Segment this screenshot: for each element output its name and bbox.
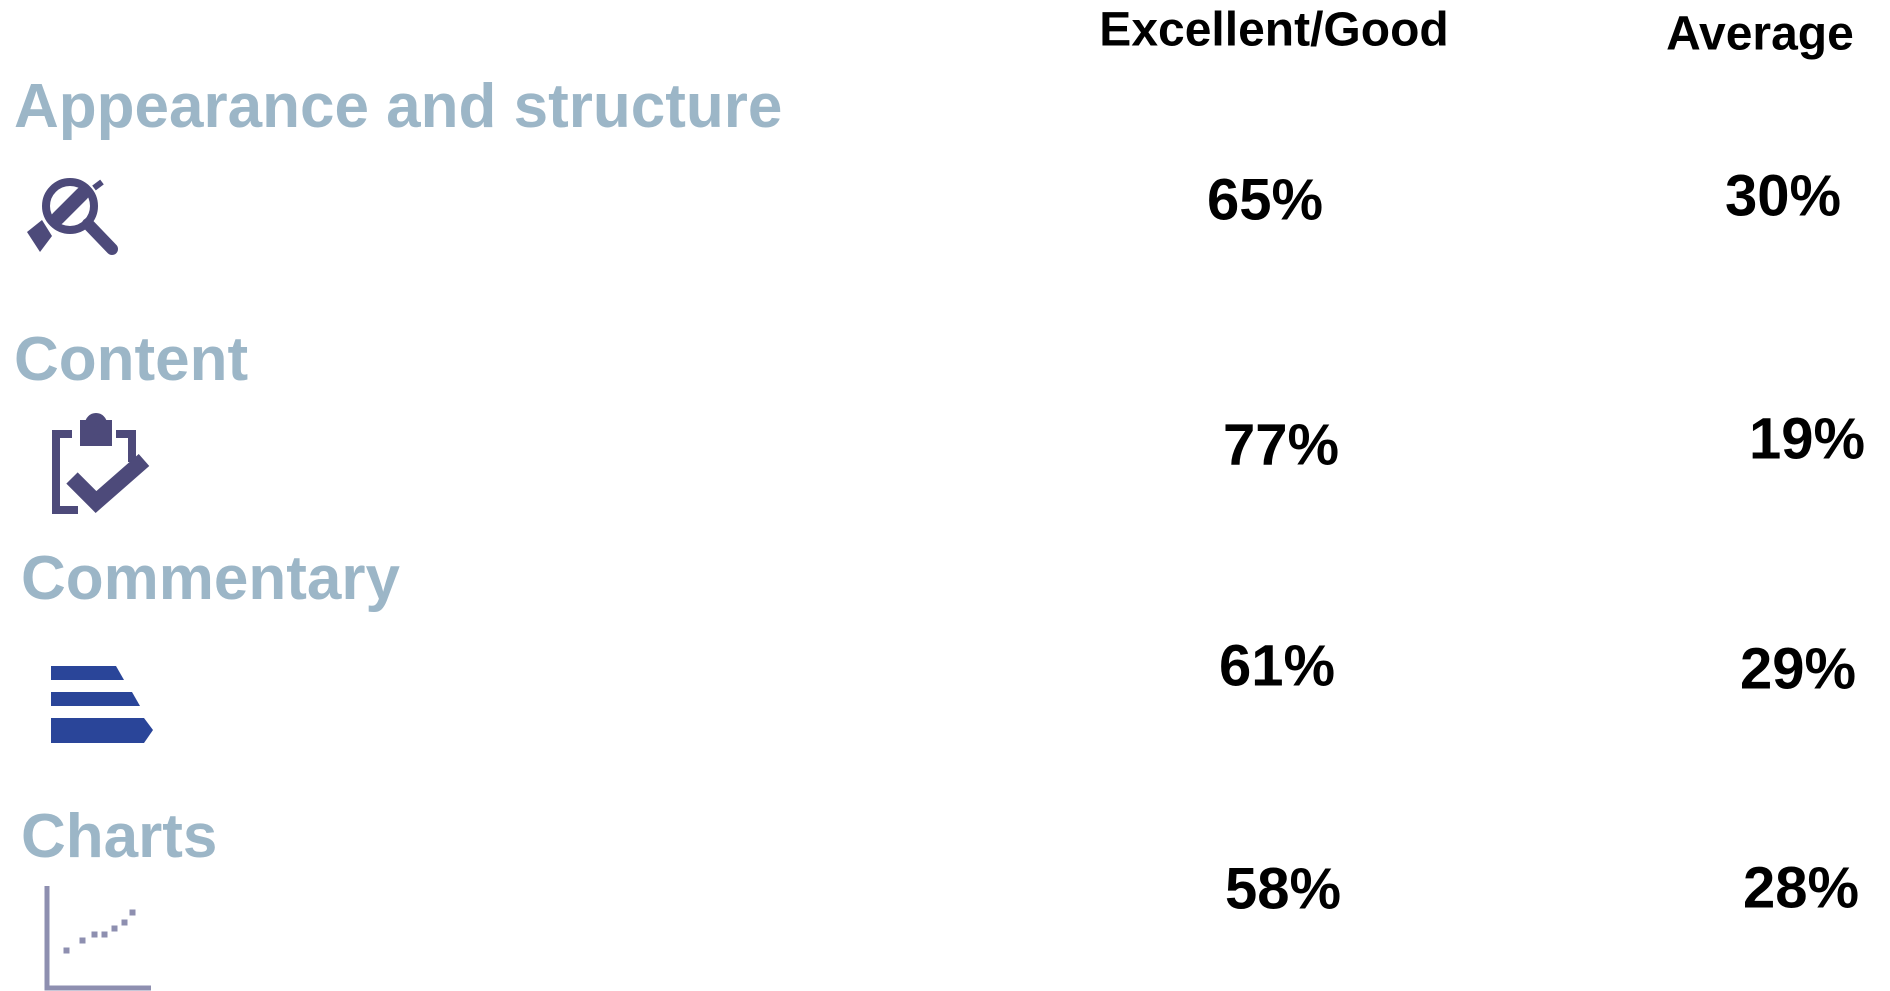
row-label: Charts: [21, 802, 217, 871]
value: 65%: [1207, 167, 1323, 232]
value: 61%: [1219, 633, 1335, 698]
value: 77%: [1223, 412, 1339, 477]
column-header: Excellent/Good: [1099, 4, 1448, 57]
magnifier-icon: [27, 178, 118, 255]
value: 19%: [1749, 406, 1865, 471]
chart-icon: [44, 886, 151, 991]
value: 58%: [1225, 856, 1341, 921]
value: 29%: [1740, 636, 1856, 701]
value: 30%: [1725, 163, 1841, 228]
value: 28%: [1743, 855, 1859, 920]
row-label: Appearance and structure: [14, 72, 782, 141]
row-label: Commentary: [21, 544, 401, 613]
column-header: Average: [1666, 8, 1854, 61]
clipboard-icon: [52, 413, 150, 514]
row-label: Content: [14, 325, 248, 394]
bars-icon: [51, 666, 153, 743]
